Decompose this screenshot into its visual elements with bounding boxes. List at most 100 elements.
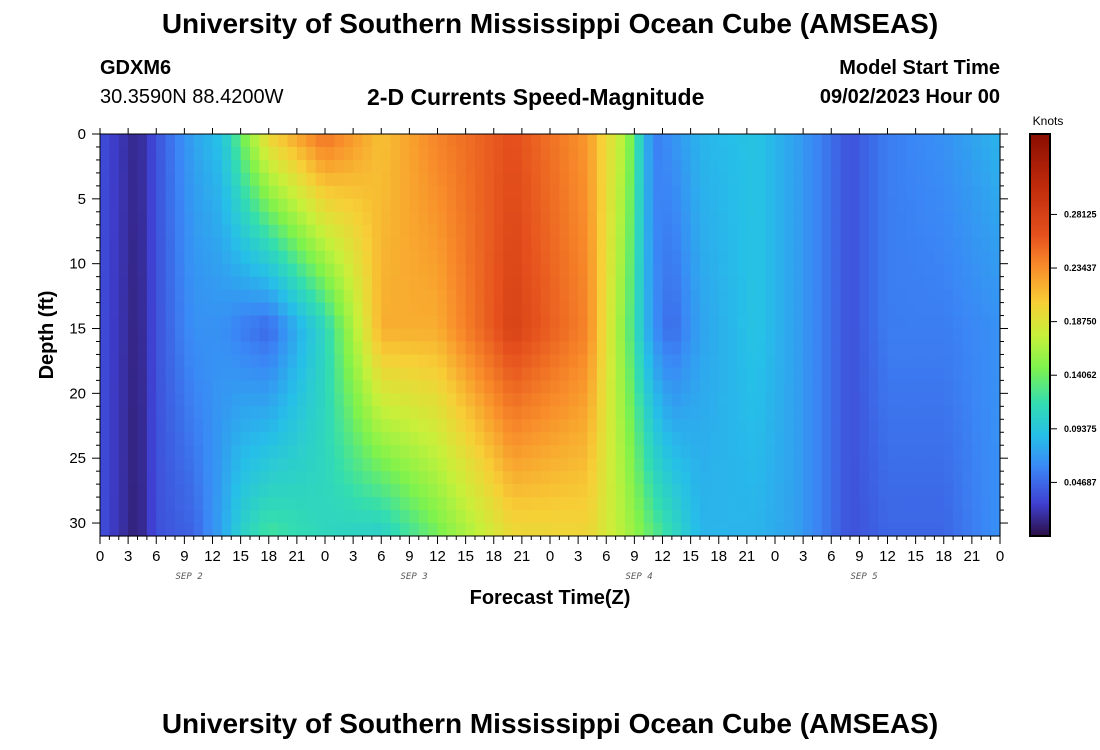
heatmap-cell	[203, 510, 214, 524]
heatmap-cell	[887, 289, 898, 304]
heatmap-cell	[559, 354, 570, 369]
heatmap-cell	[850, 237, 860, 252]
heatmap-cell	[728, 263, 739, 278]
heatmap-cell	[212, 497, 223, 511]
heatmap-cell	[643, 263, 654, 278]
heatmap-cell	[259, 380, 270, 394]
heatmap-cell	[934, 328, 945, 343]
heatmap-cell	[709, 419, 720, 433]
heatmap-cell	[231, 185, 242, 200]
heatmap-cell	[521, 263, 532, 278]
heatmap-cell	[578, 471, 589, 485]
heatmap-cell	[371, 445, 382, 459]
heatmap-cell	[203, 328, 214, 343]
heatmap-cell	[165, 484, 176, 498]
heatmap-cell	[559, 302, 570, 317]
heatmap-cell	[690, 289, 701, 304]
heatmap-cell	[615, 302, 626, 317]
heatmap-cell	[896, 341, 907, 356]
heatmap-cell	[718, 380, 729, 394]
heatmap-cell	[465, 198, 476, 213]
heatmap-cell	[109, 354, 120, 369]
heatmap-cell	[146, 289, 157, 304]
heatmap-cell	[353, 393, 364, 407]
heatmap-cell	[728, 237, 739, 252]
heatmap-cell	[418, 484, 429, 498]
heatmap-cell	[184, 484, 195, 498]
heatmap-cell	[925, 224, 935, 239]
heatmap-cell	[512, 172, 523, 187]
heatmap-cell	[550, 172, 560, 187]
heatmap-cell	[484, 211, 495, 226]
heatmap-cell	[306, 224, 317, 239]
heatmap-cell	[334, 315, 345, 330]
heatmap-cell	[446, 263, 457, 278]
heatmap-cell	[634, 211, 645, 226]
heatmap-cell	[943, 263, 954, 278]
heatmap-cell	[831, 172, 842, 187]
heatmap-cell	[165, 211, 176, 226]
heatmap-cell	[165, 367, 176, 381]
heatmap-cell	[681, 432, 692, 446]
heatmap-cell	[250, 250, 260, 265]
heatmap-cell	[118, 510, 129, 524]
heatmap-cell	[128, 445, 139, 459]
heatmap-cell	[212, 354, 223, 369]
heatmap-cell	[175, 523, 185, 537]
heatmap-cell	[775, 393, 785, 407]
heatmap-cell	[728, 432, 739, 446]
heatmap-cell	[362, 263, 373, 278]
heatmap-cell	[915, 211, 926, 226]
heatmap-cell	[362, 250, 373, 265]
heatmap-cell	[334, 510, 345, 524]
heatmap-cell	[896, 523, 907, 537]
heatmap-cell	[390, 380, 401, 394]
heatmap-cell	[568, 224, 579, 239]
heatmap-cell	[259, 237, 270, 252]
heatmap-cell	[221, 484, 232, 498]
heatmap-cell	[287, 432, 298, 446]
heatmap-cell	[887, 393, 898, 407]
heatmap-cell	[400, 419, 410, 433]
heatmap-cell	[287, 445, 298, 459]
heatmap-cell	[971, 445, 982, 459]
heatmap-cell	[587, 380, 598, 394]
heatmap-cell	[728, 458, 739, 472]
heatmap-cell	[559, 263, 570, 278]
heatmap-cell	[775, 354, 785, 369]
heatmap-cell	[971, 315, 982, 330]
heatmap-cell	[446, 380, 457, 394]
heatmap-cell	[109, 497, 120, 511]
heatmap-cell	[681, 146, 692, 161]
heatmap-cell	[615, 211, 626, 226]
heatmap-cell	[568, 134, 579, 148]
heatmap-cell	[428, 367, 439, 381]
heatmap-cell	[334, 134, 345, 148]
heatmap-cell	[971, 224, 982, 239]
heatmap-cell	[634, 159, 645, 174]
heatmap-cell	[634, 393, 645, 407]
heatmap-cell	[531, 341, 542, 356]
heatmap-cell	[521, 523, 532, 537]
heatmap-cell	[681, 523, 692, 537]
heatmap-cell	[315, 484, 326, 498]
heatmap-cell	[165, 341, 176, 356]
heatmap-cell	[831, 198, 842, 213]
heatmap-cell	[775, 380, 785, 394]
heatmap-cell	[662, 185, 673, 200]
heatmap-cell	[296, 276, 307, 291]
heatmap-cell	[390, 510, 401, 524]
heatmap-cell	[475, 185, 485, 200]
heatmap-cell	[371, 224, 382, 239]
heatmap-cell	[512, 393, 523, 407]
heatmap-cell	[128, 497, 139, 511]
heatmap-cell	[634, 354, 645, 369]
x-tick-label: 21	[739, 548, 756, 565]
heatmap-cell	[493, 172, 504, 187]
heatmap-cell	[381, 289, 392, 304]
heatmap-cell	[596, 198, 607, 213]
heatmap-cell	[484, 432, 495, 446]
heatmap-cell	[850, 263, 860, 278]
heatmap-cell	[531, 484, 542, 498]
heatmap-cell	[306, 367, 317, 381]
